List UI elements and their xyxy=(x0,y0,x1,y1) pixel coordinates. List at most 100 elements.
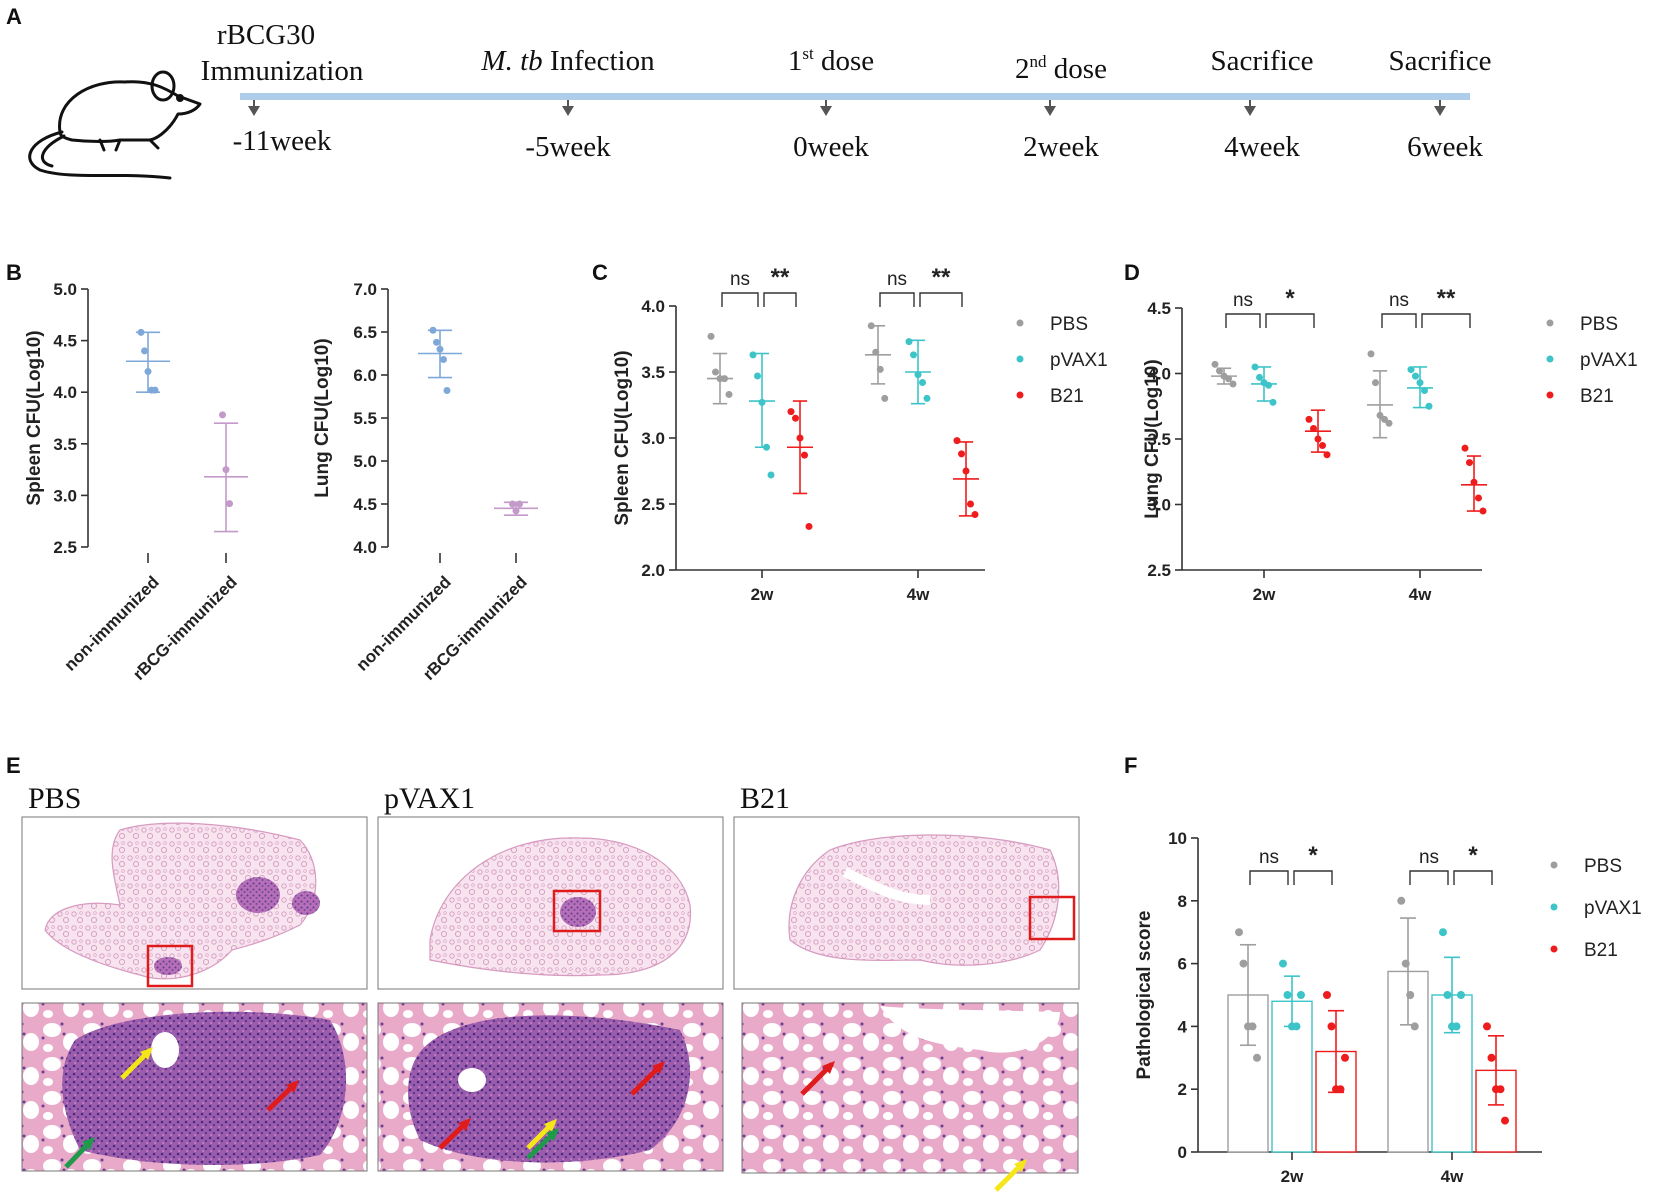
significance-bracket xyxy=(1225,313,1261,328)
y-tick-label: 6.5 xyxy=(353,323,377,342)
y-tick-label: 3.0 xyxy=(641,429,665,448)
data-point xyxy=(1319,442,1326,450)
timeline-event-sacrifice-4w: Sacrifice 4week xyxy=(1210,45,1313,163)
data-point xyxy=(1457,991,1465,999)
y-axis-title: Spleen CFU(Log10) xyxy=(24,330,45,505)
significance-bracket xyxy=(1453,870,1493,885)
data-point xyxy=(1452,1022,1461,1031)
panel-label-c: C xyxy=(592,260,608,285)
legend-label: PBS xyxy=(1584,856,1622,877)
panel-label-f: F xyxy=(1124,753,1137,778)
data-point xyxy=(801,451,808,459)
histology-high-pbs xyxy=(21,1002,368,1172)
data-point xyxy=(1501,1116,1509,1125)
y-tick-label: 3.5 xyxy=(53,435,77,454)
significance-bracket xyxy=(919,292,963,307)
y-tick-label: 3.0 xyxy=(53,486,77,505)
timeline-time-dose1: 0week xyxy=(793,131,869,163)
data-point xyxy=(1239,959,1248,968)
y-tick-label: 4.0 xyxy=(1147,365,1171,384)
y-tick-label: 4.0 xyxy=(641,297,665,316)
y-tick-label: 10 xyxy=(1168,829,1187,848)
data-point xyxy=(1397,896,1406,905)
histology-low-b21 xyxy=(733,816,1080,990)
data-point xyxy=(443,386,451,394)
legend-label: pVAX1 xyxy=(1580,350,1638,371)
data-point xyxy=(1248,1022,1257,1031)
data-point xyxy=(1439,928,1447,937)
significance-label: ns xyxy=(730,269,750,290)
timeline-event-dose2: 2nd dose 2week xyxy=(1015,52,1107,163)
legend-marker xyxy=(1550,861,1558,869)
panel-label-a: A xyxy=(6,4,22,29)
timeline-time-dose2: 2week xyxy=(1023,131,1099,163)
data-point xyxy=(1305,415,1313,423)
data-point xyxy=(1466,459,1473,467)
timeline-event-infection: M. tb Infection -5week xyxy=(480,45,655,163)
timeline-event-sacrifice-6w: Sacrifice 6week xyxy=(1388,45,1491,163)
data-point xyxy=(1443,991,1452,999)
y-tick-label: 3.5 xyxy=(1147,430,1171,449)
timeline-arrow xyxy=(1434,106,1446,116)
chart-pathological-score: 0 2 4 6 8 10 Pathological score 2w 4w ns * ns * PBS pV… xyxy=(1134,829,1642,1186)
legend-marker xyxy=(1016,355,1024,363)
data-point xyxy=(754,372,761,380)
significance-bracket xyxy=(1409,870,1449,885)
y-tick-label: 4 xyxy=(1178,1017,1188,1036)
data-point xyxy=(1401,959,1410,968)
histology-high-b21 xyxy=(741,1002,1079,1192)
significance-bracket xyxy=(1381,313,1417,328)
legend-marker xyxy=(1016,319,1024,327)
data-point xyxy=(923,394,931,402)
significance-label: * xyxy=(1285,285,1295,312)
legend-label: B21 xyxy=(1580,386,1614,407)
y-tick-label: 4.5 xyxy=(353,495,377,514)
timeline-label-infection: M. tb Infection xyxy=(480,45,655,77)
legend-label: PBS xyxy=(1050,314,1088,335)
significance-label: ns xyxy=(887,269,907,290)
timeline-event-dose1: 1st dose 0week xyxy=(788,44,874,163)
timeline-label-infection-rest: Infection xyxy=(543,45,655,77)
y-tick-label: 0 xyxy=(1178,1143,1187,1162)
data-point xyxy=(767,471,775,479)
data-point xyxy=(141,347,148,355)
y-tick-label: 4.5 xyxy=(1147,299,1171,318)
data-point xyxy=(1269,398,1277,406)
y-tick-label: 2.5 xyxy=(1147,561,1171,580)
data-point xyxy=(1211,360,1219,368)
significance-bracket xyxy=(763,292,797,307)
timeline-arrow xyxy=(1244,106,1256,116)
data-point xyxy=(1367,350,1375,358)
timeline-arrow xyxy=(820,106,832,116)
significance-bracket xyxy=(1421,313,1471,328)
y-axis-title: Lung CFU(Log10) xyxy=(1142,359,1163,518)
data-point xyxy=(1279,959,1287,968)
y-tick-label: 5.0 xyxy=(53,280,77,299)
data-point xyxy=(1292,1022,1301,1031)
timeline-time-sacrifice-6w: 6week xyxy=(1407,131,1483,163)
significance-bracket xyxy=(721,292,759,307)
timeline-arrow xyxy=(562,106,574,116)
panel-label-e: E xyxy=(6,753,21,778)
y-tick-label: 2 xyxy=(1178,1080,1187,1099)
data-point xyxy=(1310,425,1317,433)
x-category-label: 4w xyxy=(907,585,930,604)
panel-label-d: D xyxy=(1124,260,1140,285)
significance-bracket xyxy=(879,292,915,307)
data-point xyxy=(712,368,719,376)
timeline-label-sacrifice-6w: Sacrifice xyxy=(1388,45,1491,77)
data-point xyxy=(1496,1085,1505,1094)
data-point xyxy=(1372,379,1379,387)
y-tick-label: 2.5 xyxy=(53,538,77,557)
y-tick-label: 3.5 xyxy=(641,363,665,382)
y-axis-title: Spleen CFU(Log10) xyxy=(612,350,633,525)
data-point xyxy=(1216,367,1223,375)
significance-label: ** xyxy=(932,264,951,291)
data-point xyxy=(1407,366,1415,374)
data-point xyxy=(805,522,813,530)
data-point xyxy=(1225,375,1232,383)
legend-label: pVAX1 xyxy=(1050,350,1108,371)
data-point xyxy=(1251,363,1259,371)
data-point xyxy=(725,390,733,398)
